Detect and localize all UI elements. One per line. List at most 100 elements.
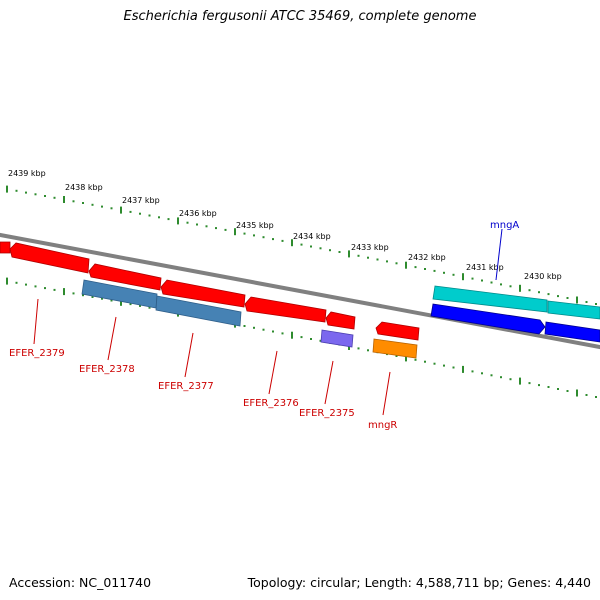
scale-tick-minor (205, 225, 208, 228)
genome-stats-text: Topology: circular; Length: 4,588,711 bp… (247, 575, 591, 590)
scale-tick-minor (395, 355, 398, 357)
scale-tick-minor (139, 304, 141, 307)
gene-label[interactable]: EFER_2377 (158, 381, 214, 392)
scale-labels: 2439 kbp 2438 kbp 2437 kbp 2436 kbp 2435… (8, 169, 562, 281)
scale-tick-minor (595, 396, 597, 398)
scale-tick-minor (538, 291, 540, 294)
scale-tick-minor (471, 370, 474, 373)
scale-tick-minor (338, 251, 341, 253)
scale-tick-minor (110, 299, 113, 302)
cds-arrow[interactable] (88, 263, 162, 291)
scale-tick-minor (72, 292, 75, 295)
scale-tick-minor (148, 214, 151, 217)
gene-label[interactable]: EFER_2378 (79, 364, 135, 375)
gene-labels: EFER_2379 EFER_2378 EFER_2377 EFER_2376 … (9, 220, 519, 431)
scale-tick-minor (91, 203, 94, 206)
scale-label: 2435 kbp (236, 221, 274, 230)
scale-tick-minor (300, 243, 303, 246)
scale-tick-major (177, 217, 179, 225)
scale-tick-major (576, 296, 578, 304)
scale-tick-minor (243, 232, 246, 235)
scale-label: 2433 kbp (351, 243, 389, 252)
scale-tick-minor (44, 287, 46, 290)
scale-tick-major (120, 206, 122, 214)
scale-tick-minor (82, 202, 84, 204)
scale-tick-minor (528, 289, 531, 292)
scale-tick-minor (15, 189, 18, 192)
scale-tick-minor (25, 283, 27, 286)
gene-label[interactable]: EFER_2379 (9, 348, 65, 359)
scale-tick-minor (91, 296, 94, 298)
scale-tick-minor (310, 338, 312, 340)
scale-tick-minor (566, 390, 569, 392)
scale-tick-minor (319, 339, 322, 342)
scale-label: 2431 kbp (466, 263, 504, 272)
cds-arrow[interactable] (375, 321, 420, 341)
scale-label: 2439 kbp (8, 169, 46, 178)
scale-tick-minor (15, 281, 18, 284)
scale-tick-minor (433, 269, 436, 272)
scale-tick-minor (452, 366, 455, 369)
scale-tick-minor (281, 239, 284, 242)
cds-arrow[interactable] (325, 311, 356, 330)
leader-line (495, 228, 503, 281)
scale-tick-minor (34, 285, 37, 288)
gene-label[interactable]: EFER_2376 (243, 398, 299, 409)
map-title: Escherichia fergusonii ATCC 35469, compl… (123, 9, 477, 24)
gene-track (81, 279, 418, 359)
scale-tick-minor (557, 388, 559, 390)
cds-arrow[interactable] (244, 296, 327, 323)
gene-block[interactable] (547, 300, 600, 320)
scale-tick-minor (443, 271, 445, 274)
cds-arrow[interactable] (9, 242, 90, 274)
scale-tick-minor (386, 260, 388, 263)
scale-tick-minor (500, 283, 502, 286)
cds-arrow[interactable] (544, 321, 600, 343)
cds-arrow[interactable] (0, 241, 11, 254)
accession-text: Accession: NC_011740 (9, 575, 152, 590)
gene-block[interactable] (155, 295, 242, 327)
scale-tick-major (405, 261, 407, 269)
scale-tick-minor (490, 281, 493, 284)
scale-tick-minor (443, 364, 445, 367)
scale-tick-major (348, 250, 350, 258)
scale-tick-minor (272, 330, 274, 333)
scale-tick-minor (566, 297, 569, 299)
scale-tick-major (576, 389, 578, 397)
scale-tick-minor (509, 285, 512, 288)
scale-tick-minor (53, 288, 56, 291)
cds-arrow[interactable] (430, 303, 546, 335)
scale-tick-minor (72, 200, 75, 203)
scale-tick-minor (167, 218, 170, 221)
scale-label: 2436 kbp (179, 209, 217, 218)
scale-ticks-upper (6, 185, 597, 305)
scale-tick-minor (44, 195, 46, 197)
leader-line (268, 350, 278, 395)
gene-label[interactable]: mngA (490, 220, 519, 231)
scale-tick-minor (424, 360, 426, 363)
scale-tick-minor (148, 306, 151, 309)
scale-tick-minor (272, 238, 274, 241)
scale-tick-minor (262, 328, 265, 331)
gene-block[interactable] (432, 285, 548, 313)
cds-arrow[interactable] (160, 279, 246, 308)
scale-tick-minor (367, 349, 369, 352)
scale-tick-minor (376, 258, 379, 261)
scale-tick-minor (500, 376, 502, 379)
scale-tick-minor (547, 293, 550, 296)
scale-tick-major (462, 273, 464, 281)
scale-tick-minor (129, 303, 132, 306)
scale-tick-major (291, 239, 293, 247)
gene-block[interactable] (320, 329, 354, 348)
leader-line (324, 360, 334, 405)
gene-label[interactable]: mngR (368, 420, 397, 431)
scale-tick-major (6, 277, 8, 285)
gene-label[interactable]: EFER_2375 (299, 408, 355, 419)
scale-tick-minor (224, 228, 227, 231)
scale-label: 2430 kbp (524, 272, 562, 281)
label-leaders (33, 228, 503, 416)
gene-block[interactable] (372, 338, 418, 359)
scale-tick-minor (310, 245, 312, 248)
